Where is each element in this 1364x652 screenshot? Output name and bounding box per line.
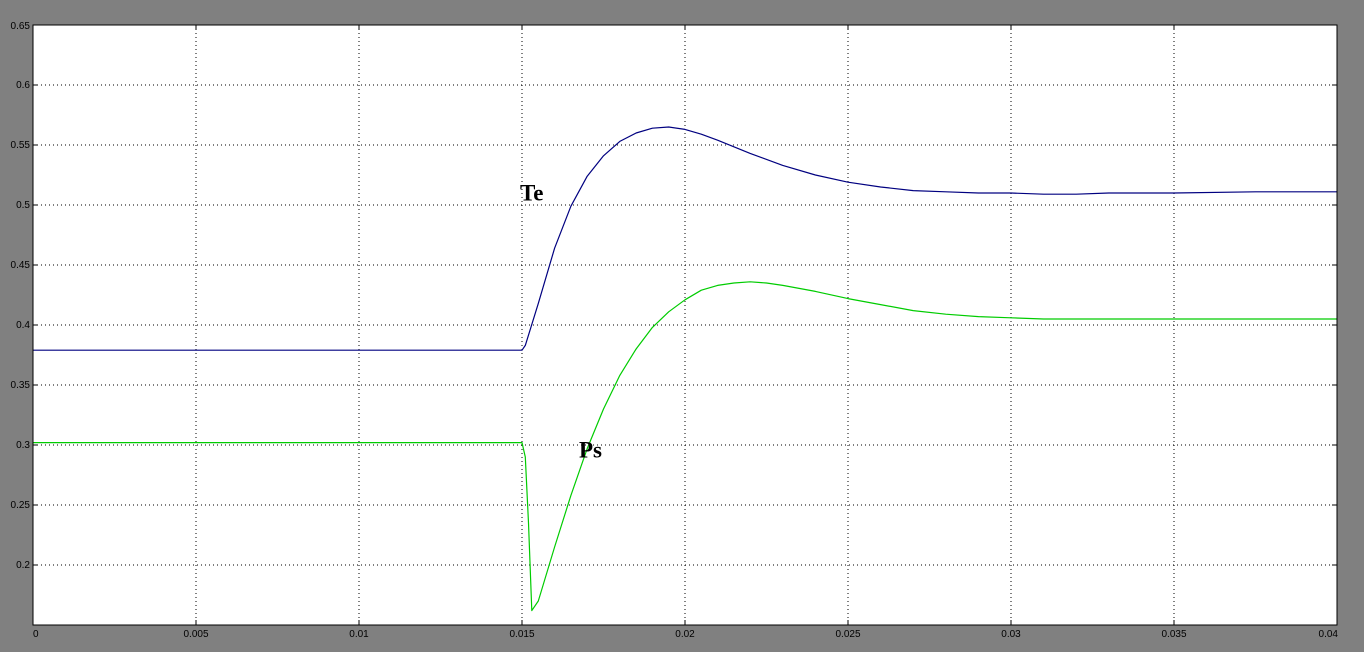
x-tick-label: 0.025 xyxy=(835,629,860,640)
y-tick-label: 0.2 xyxy=(16,560,30,571)
series-label-te: Te xyxy=(520,181,543,206)
y-tick-label: 0.35 xyxy=(11,380,31,391)
series-line-ps xyxy=(33,281,1337,612)
y-tick-label: 0.55 xyxy=(11,140,31,151)
x-tick-label: 0.04 xyxy=(1319,629,1339,640)
y-tick-label: 0.5 xyxy=(16,200,30,211)
series-labels: Te Ps xyxy=(520,181,602,463)
y-tick-label: 0.4 xyxy=(16,320,30,331)
y-tick-labels: 0.2 0.25 0.3 0.35 0.4 0.45 0.5 0.55 0.6 0.65 xyxy=(11,21,31,571)
x-tick-label: 0.01 xyxy=(349,629,369,640)
y-tick-label: 0.25 xyxy=(11,500,31,511)
y-tick-label: 0.3 xyxy=(16,440,30,451)
y-tick-label: 0.6 xyxy=(16,80,30,91)
x-tick-label: 0.035 xyxy=(1161,629,1186,640)
series-lines xyxy=(33,126,1337,612)
series-label-ps: Ps xyxy=(579,437,602,462)
x-tick-label: 0 xyxy=(33,629,39,640)
x-tick-label: 0.005 xyxy=(183,629,208,640)
series-line-te xyxy=(33,126,1337,351)
y-tick-label: 0.45 xyxy=(11,260,31,271)
x-tick-label: 0.03 xyxy=(1001,629,1021,640)
y-tick-label: 0.65 xyxy=(11,21,31,32)
x-tick-labels: 0 0.005 0.01 0.015 0.02 0.025 0.03 0.035 0.04 xyxy=(33,629,1338,640)
x-tick-label: 0.02 xyxy=(675,629,695,640)
x-tick-label: 0.015 xyxy=(509,629,534,640)
grid-lines xyxy=(33,25,1337,625)
tick-marks xyxy=(32,24,1338,625)
